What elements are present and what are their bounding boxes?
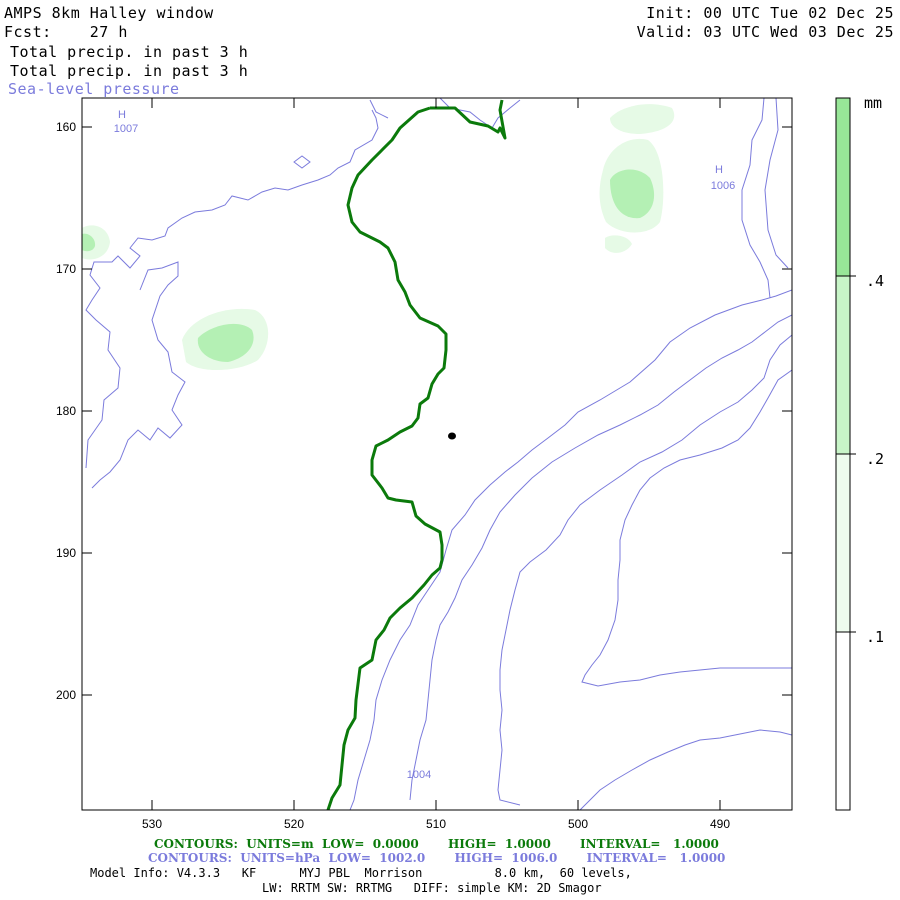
y-tick-label: 170 bbox=[56, 262, 76, 276]
pressure-contour-west-lobe bbox=[91, 261, 186, 489]
pressure-contours bbox=[85, 98, 792, 810]
precip-area-edge-north bbox=[605, 235, 632, 253]
x-axis bbox=[151, 98, 721, 810]
colorbar-unit: mm bbox=[864, 94, 882, 112]
pressure-contour-1003 bbox=[497, 334, 792, 806]
precip-area-northeast-core bbox=[610, 169, 655, 219]
x-tick-label: 520 bbox=[284, 817, 304, 831]
pressure-contour-1006 bbox=[741, 98, 789, 299]
field-label-precip-2: Total precip. in past 3 h bbox=[10, 62, 249, 80]
pressure-contour-1004 bbox=[409, 314, 792, 801]
high-value-label: 1007 bbox=[114, 123, 138, 135]
map-frame bbox=[81, 97, 793, 811]
pressure-contour-small-1 bbox=[293, 155, 311, 169]
y-axis bbox=[82, 126, 792, 696]
high-marker-label: H bbox=[715, 164, 723, 176]
precip-area-west-core bbox=[197, 323, 254, 362]
coastline-contour-info: CONTOURS: UNITS=m LOW= 0.0000 HIGH= 1.00… bbox=[154, 837, 719, 851]
forecast-hour: Fcst: 27 h bbox=[4, 23, 128, 41]
colorbar-segment-2 bbox=[835, 275, 851, 455]
colorbar-label: .2 bbox=[866, 450, 884, 468]
field-label-slp: Sea-level pressure bbox=[8, 80, 180, 98]
init-time: Init: 00 UTC Tue 02 Dec 25 bbox=[646, 4, 894, 22]
precip-shading bbox=[82, 104, 675, 371]
valid-time: Valid: 03 UTC Wed 03 Dec 25 bbox=[636, 23, 894, 41]
colorbar bbox=[835, 97, 856, 811]
map-area bbox=[82, 98, 792, 810]
high-value-label: 1006 bbox=[711, 180, 735, 192]
pressure-contour-info: CONTOURS: UNITS=hPa LOW= 1002.0 HIGH= 10… bbox=[148, 851, 726, 865]
pressure-contour-1007 bbox=[85, 98, 521, 469]
colorbar-label: .1 bbox=[866, 628, 884, 646]
y-tick-label: 180 bbox=[56, 404, 76, 418]
pressure-contour-1005-outer bbox=[349, 289, 792, 810]
x-tick-label: 490 bbox=[710, 817, 730, 831]
coastline-contour bbox=[326, 99, 507, 810]
x-tick-label: 500 bbox=[568, 817, 588, 831]
precip-area-north bbox=[610, 104, 675, 134]
y-tick-label: 160 bbox=[56, 120, 76, 134]
colorbar-label: .4 bbox=[866, 272, 884, 290]
colorbar-segment-0 bbox=[835, 631, 851, 811]
pressure-contour-1002-south bbox=[579, 729, 792, 810]
field-label-precip-1: Total precip. in past 3 h bbox=[10, 43, 249, 61]
precip-area-edge-west-core bbox=[82, 233, 96, 252]
model-info: Model Info: V4.3.3 KF MYJ PBL Morrison 8… bbox=[90, 866, 632, 880]
station-marker bbox=[448, 432, 456, 440]
colorbar-segment-1 bbox=[835, 453, 851, 633]
x-tick-label: 530 bbox=[142, 817, 162, 831]
physics-info: LW: RRTM SW: RRTMG DIFF: simple KM: 2D S… bbox=[262, 881, 602, 895]
model-title: AMPS 8km Halley window bbox=[4, 4, 214, 22]
pressure-contour-1002 bbox=[581, 369, 792, 687]
high-marker-label: H bbox=[118, 109, 126, 121]
contour-value-label: 1004 bbox=[407, 769, 431, 781]
x-tick-label: 510 bbox=[426, 817, 446, 831]
colorbar-segment-4 bbox=[835, 97, 851, 277]
y-tick-label: 190 bbox=[56, 546, 76, 560]
y-tick-label: 200 bbox=[56, 688, 76, 702]
